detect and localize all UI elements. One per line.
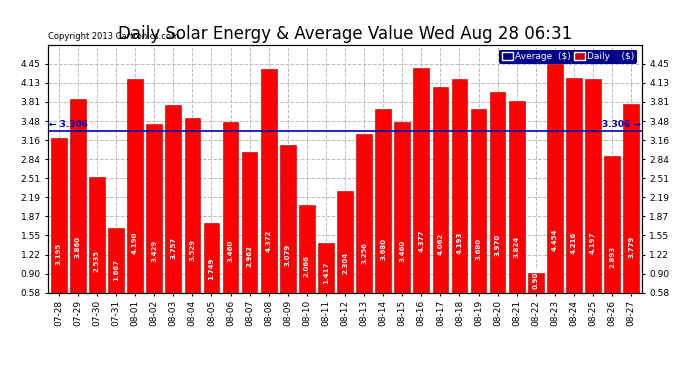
- Text: 1.667: 1.667: [113, 259, 119, 281]
- Bar: [490, 92, 506, 292]
- Text: 3.079: 3.079: [285, 244, 290, 266]
- Bar: [280, 145, 295, 292]
- Legend: Average  ($), Daily    ($): Average ($), Daily ($): [499, 50, 637, 64]
- Text: 4.454: 4.454: [552, 229, 558, 251]
- Text: 3.306 →: 3.306 →: [602, 120, 641, 129]
- Text: 3.824: 3.824: [514, 236, 520, 258]
- Bar: [452, 79, 467, 292]
- Text: 2.304: 2.304: [342, 252, 348, 274]
- Bar: [566, 78, 582, 292]
- Text: 1.749: 1.749: [208, 258, 215, 280]
- Text: 2.535: 2.535: [94, 250, 100, 272]
- Text: 2.893: 2.893: [609, 246, 615, 268]
- Text: 0.908: 0.908: [533, 267, 539, 289]
- Text: 3.860: 3.860: [75, 236, 81, 258]
- Text: 3.429: 3.429: [151, 240, 157, 262]
- Text: ← 3.306: ← 3.306: [49, 120, 88, 129]
- Text: 4.377: 4.377: [418, 230, 424, 252]
- Text: 4.372: 4.372: [266, 230, 272, 252]
- Text: 3.529: 3.529: [189, 239, 195, 261]
- Bar: [337, 190, 353, 292]
- Text: 3.460: 3.460: [228, 240, 233, 262]
- Text: 4.190: 4.190: [132, 232, 138, 254]
- Text: 4.062: 4.062: [437, 233, 444, 255]
- Text: 3.680: 3.680: [380, 237, 386, 260]
- Text: 3.779: 3.779: [628, 236, 634, 258]
- Bar: [413, 68, 429, 292]
- Bar: [433, 87, 448, 292]
- Text: 2.066: 2.066: [304, 255, 310, 277]
- Title: Daily Solar Energy & Average Value Wed Aug 28 06:31: Daily Solar Energy & Average Value Wed A…: [118, 26, 572, 44]
- Text: 3.460: 3.460: [400, 240, 405, 262]
- Bar: [51, 138, 67, 292]
- Bar: [184, 118, 200, 292]
- Bar: [356, 134, 372, 292]
- Bar: [261, 69, 277, 292]
- Text: Copyright 2013 Cartronics.com: Copyright 2013 Cartronics.com: [48, 32, 179, 41]
- Bar: [623, 104, 639, 292]
- Bar: [509, 101, 524, 292]
- Bar: [127, 79, 143, 292]
- Text: 4.193: 4.193: [457, 232, 462, 254]
- Bar: [547, 64, 563, 292]
- Bar: [89, 177, 105, 292]
- Bar: [318, 243, 334, 292]
- Bar: [528, 273, 544, 292]
- Bar: [299, 205, 315, 292]
- Bar: [585, 79, 601, 292]
- Bar: [241, 152, 257, 292]
- Text: 4.216: 4.216: [571, 232, 577, 254]
- Text: 4.197: 4.197: [590, 232, 596, 254]
- Bar: [471, 110, 486, 292]
- Bar: [375, 110, 391, 292]
- Text: 3.970: 3.970: [495, 234, 501, 256]
- Bar: [70, 99, 86, 292]
- Text: 3.256: 3.256: [361, 242, 367, 264]
- Text: 3.195: 3.195: [56, 243, 62, 265]
- Bar: [166, 105, 181, 292]
- Bar: [395, 122, 410, 292]
- Text: 3.680: 3.680: [475, 237, 482, 260]
- Bar: [204, 224, 219, 292]
- Bar: [604, 156, 620, 292]
- Bar: [223, 122, 238, 292]
- Text: 1.417: 1.417: [323, 261, 329, 284]
- Text: 3.757: 3.757: [170, 237, 176, 259]
- Bar: [108, 228, 124, 292]
- Text: 2.962: 2.962: [246, 245, 253, 267]
- Bar: [146, 124, 162, 292]
